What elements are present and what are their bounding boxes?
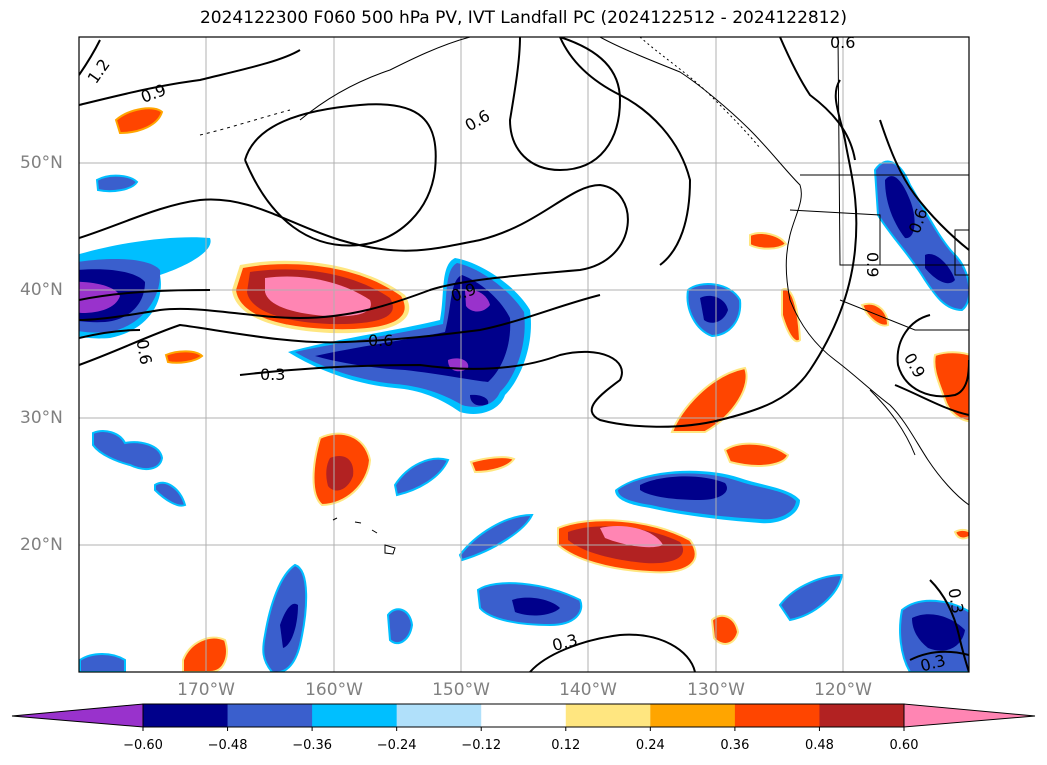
colorbar-tick-label: −0.48 [207,738,248,753]
blob-coast-positive-2 [781,288,802,343]
blob-nw-positive [114,107,164,135]
colorbar-cell [396,704,482,727]
colorbar-cell [143,704,229,727]
blob-east-negative-1 [686,283,742,338]
contour-label: 0.6 [133,338,156,366]
blob-south-negative [615,470,800,524]
contour-label: 0.3 [944,587,967,615]
gridlines [79,37,969,672]
lon-label: 140°W [559,680,617,700]
lon-label: 130°W [687,680,745,700]
blob-south-negative-2 [476,582,583,627]
colorbar-tick-label: −0.60 [123,738,163,753]
colorbar-cell [650,704,736,727]
blob-sw-negative-1 [92,430,164,471]
blob-sw-negative-strip [262,563,308,672]
coastlines [199,37,969,555]
colorbar-cells [143,704,905,727]
colorbar-cell [565,704,651,727]
pv-contours [79,37,969,672]
lon-label: 160°W [305,680,363,700]
colorbar-tick-label: −0.24 [376,738,417,753]
colorbar-tick-label: 0.36 [720,738,750,753]
colorbar-extend-left [11,703,144,728]
lat-label: 50°N [20,153,63,173]
blob-sw-negative-2 [154,481,187,507]
blob-hawaii-positive [312,432,372,507]
blob-south-negative-3 [778,573,844,622]
lat-label: 40°N [20,280,63,300]
colorbar-cell [227,704,313,727]
blob-mid-negative-1 [393,457,450,497]
colorbar-tick-label: 0.24 [635,738,665,753]
blob-south-positive-3 [710,614,740,645]
colorbar-extend-right [903,703,1036,728]
lat-label: 20°N [20,535,63,555]
blob-mid-negative-2 [458,513,534,562]
contour-label: 0.6 [830,33,855,52]
blob-east-positive-2 [723,442,790,467]
blob-sw-negative-3 [79,653,126,672]
contour-label: 0.3 [260,365,285,384]
contour-label: 0.9 [863,252,882,277]
lon-label: 150°W [432,680,490,700]
colorbar-frame [142,703,905,728]
blob-se-negative [899,599,969,672]
blob-mid-positive-1 [469,456,516,474]
blob-coast-positive-3 [860,302,890,327]
lon-label: 120°W [814,680,872,700]
map-frame [78,36,970,673]
colorbar-tick-label: −0.36 [292,738,333,753]
lon-label: 170°W [177,680,235,700]
blob-small-positive-1 [164,350,204,364]
colorbar-cell [312,704,398,727]
colorbar-tick-marks [142,727,905,731]
shaded-fields [79,107,969,672]
blob-small-negative-1 [95,174,139,193]
colorbar-tick-label: 0.12 [551,738,581,753]
blob-inland-negative [873,160,969,312]
colorbar-tick-label: 0.60 [889,738,919,753]
contour-label: 0.6 [368,331,393,350]
colorbar-cell [481,704,567,727]
colorbar-cell [734,704,820,727]
lat-label: 30°N [20,408,63,428]
blob-baja-positive [933,351,969,423]
chart-title: 2024122300 F060 500 hPa PV, IVT Landfall… [199,8,847,28]
blob-small-negative-2 [386,608,414,645]
blob-se-positive [953,528,969,540]
colorbar-cell [819,704,905,727]
blob-central-positive [232,260,410,334]
colorbar-tick-label: −0.12 [461,738,502,753]
blob-coast-positive-1 [749,232,788,250]
colorbar-tick-label: 0.48 [804,738,834,753]
